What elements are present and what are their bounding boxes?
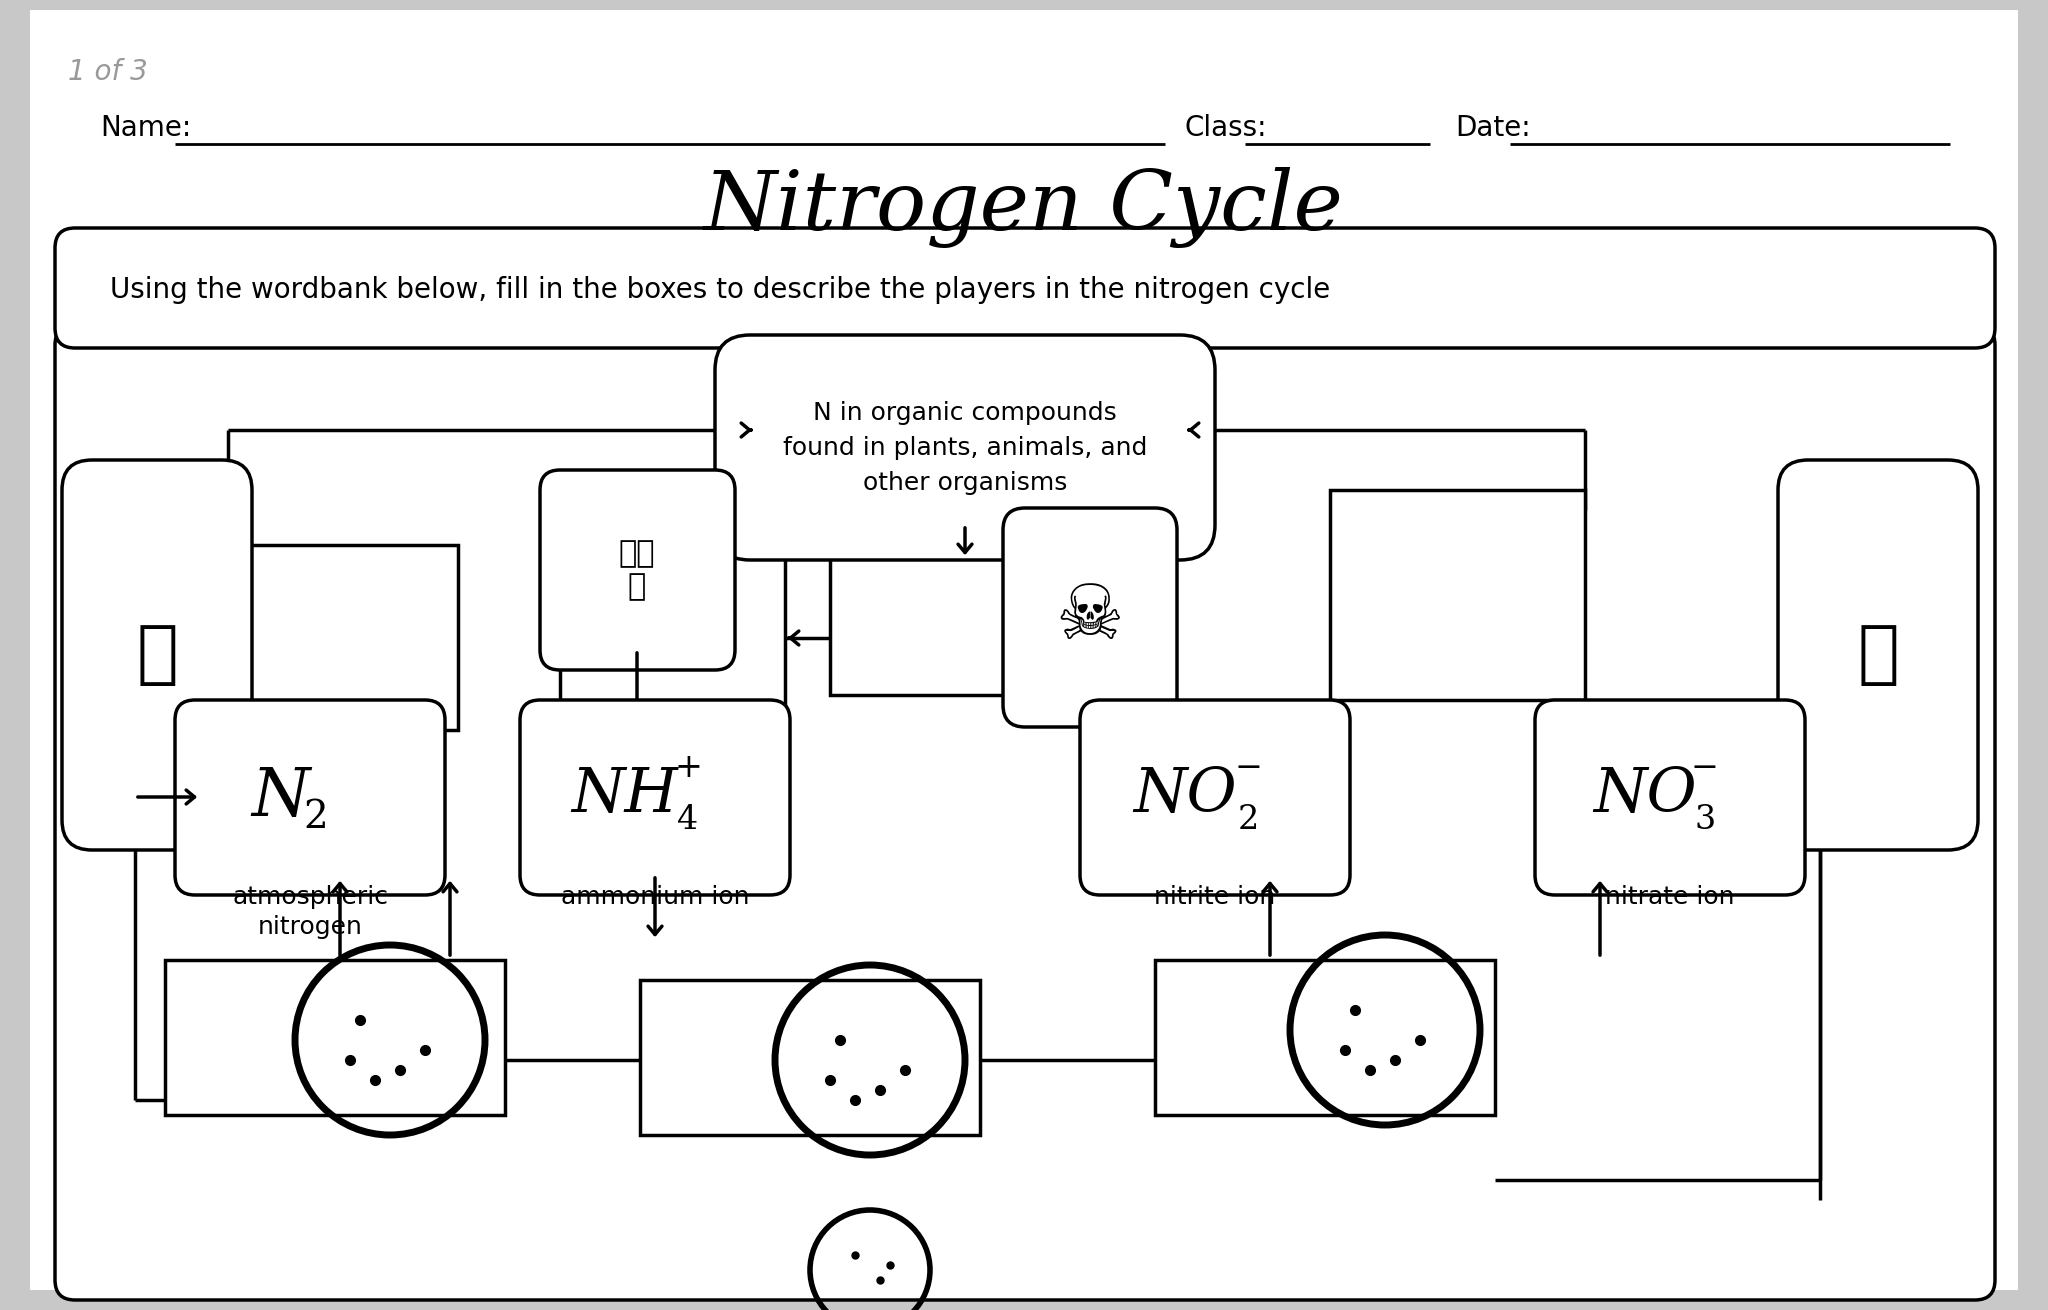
FancyBboxPatch shape [31,10,2017,1290]
Text: ☠: ☠ [1057,582,1124,655]
FancyBboxPatch shape [829,555,1030,696]
Text: Nitrogen Cycle: Nitrogen Cycle [705,168,1343,249]
Text: Class:: Class: [1186,114,1268,141]
Text: −: − [1692,752,1718,783]
Text: 🍄🍄
🍄: 🍄🍄 🍄 [618,538,655,601]
Text: 🌿: 🌿 [135,621,178,689]
Text: nitrate ion: nitrate ion [1606,886,1735,909]
FancyBboxPatch shape [1155,960,1495,1115]
Text: 1 of 3: 1 of 3 [68,58,147,86]
Text: Using the wordbank below, fill in the boxes to describe the players in the nitro: Using the wordbank below, fill in the bo… [111,276,1331,304]
Text: nitrite ion: nitrite ion [1155,886,1276,909]
Text: 2: 2 [303,799,328,837]
FancyBboxPatch shape [715,335,1214,559]
Text: 2: 2 [1237,804,1260,836]
FancyBboxPatch shape [639,980,981,1134]
Text: Name:: Name: [100,114,190,141]
Text: ammonium ion: ammonium ion [561,886,750,909]
FancyBboxPatch shape [55,228,1995,348]
Text: −: − [1235,752,1262,783]
Text: NH: NH [571,765,678,825]
FancyBboxPatch shape [55,325,1995,1300]
Text: Date:: Date: [1454,114,1530,141]
FancyBboxPatch shape [559,555,784,735]
FancyBboxPatch shape [227,545,459,730]
Text: NO: NO [1133,765,1237,825]
FancyBboxPatch shape [174,700,444,895]
FancyBboxPatch shape [541,470,735,669]
FancyBboxPatch shape [1079,700,1350,895]
Text: atmospheric
nitrogen: atmospheric nitrogen [231,886,387,939]
Text: 3: 3 [1694,804,1716,836]
Text: 4: 4 [678,804,698,836]
Text: 🌾: 🌾 [1858,621,1898,689]
Text: NO: NO [1593,765,1698,825]
FancyBboxPatch shape [1778,460,1978,850]
Text: +: + [674,752,702,783]
FancyBboxPatch shape [61,460,252,850]
Text: N in organic compounds
found in plants, animals, and
other organisms: N in organic compounds found in plants, … [782,401,1147,495]
FancyBboxPatch shape [520,700,791,895]
FancyBboxPatch shape [1329,490,1585,700]
Text: N: N [250,764,309,829]
FancyBboxPatch shape [166,960,506,1115]
FancyBboxPatch shape [1004,508,1178,727]
FancyBboxPatch shape [1536,700,1804,895]
